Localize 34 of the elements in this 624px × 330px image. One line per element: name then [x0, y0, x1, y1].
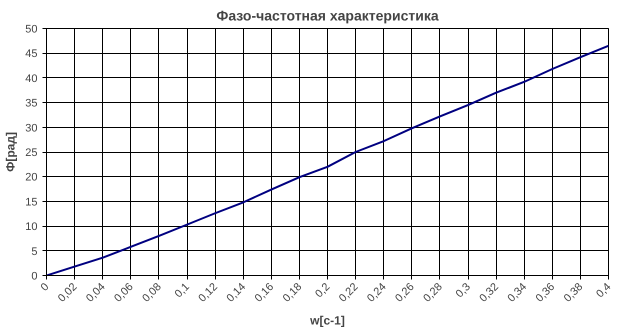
y-tick-label: 50 [25, 24, 38, 36]
x-tick-label: 0,12 [196, 280, 220, 305]
y-tick-label: 20 [25, 172, 38, 184]
x-tick-label: 0,36 [534, 280, 558, 305]
x-axis-title: w[c-1] [309, 313, 345, 328]
y-axis-title: Ф[рад] [3, 132, 18, 172]
x-tick-label: 0,4 [594, 280, 614, 300]
x-tick-label: 0,14 [224, 280, 248, 305]
x-tick-label: 0,2 [313, 280, 332, 300]
y-tick-label: 30 [25, 122, 38, 134]
x-tick-label: 0,38 [562, 280, 586, 305]
y-tick-label: 45 [25, 48, 38, 60]
y-tick-label: 0 [31, 270, 38, 282]
y-tick-label: 35 [25, 98, 38, 110]
y-tick-label: 10 [25, 221, 38, 234]
y-tick-label: 25 [25, 147, 38, 159]
y-tick-label: 15 [25, 196, 38, 208]
x-tick-label: 0,3 [454, 280, 473, 300]
x-tick-label: 0,22 [336, 280, 361, 305]
x-tick-label: 0,26 [393, 280, 417, 305]
x-tick-label: 0,24 [365, 280, 389, 305]
x-tick-label: 0,32 [477, 280, 502, 305]
x-tick-label: 0,28 [421, 280, 445, 305]
x-tick-label: 0,34 [506, 280, 530, 305]
y-tick-label: 5 [31, 246, 38, 258]
x-tick-label: 0,06 [112, 280, 136, 305]
x-tick-label: 0,02 [56, 280, 80, 305]
y-tick-label: 40 [25, 72, 38, 85]
x-tick-label: 0,08 [140, 280, 164, 305]
x-tick-label: 0,1 [172, 280, 192, 300]
chart-title: Фазо-частотная характеристика [216, 8, 439, 24]
x-tick-label: 0,16 [252, 280, 276, 305]
x-tick-label: 0,18 [280, 280, 304, 305]
x-tick-label: 0,04 [84, 280, 108, 305]
